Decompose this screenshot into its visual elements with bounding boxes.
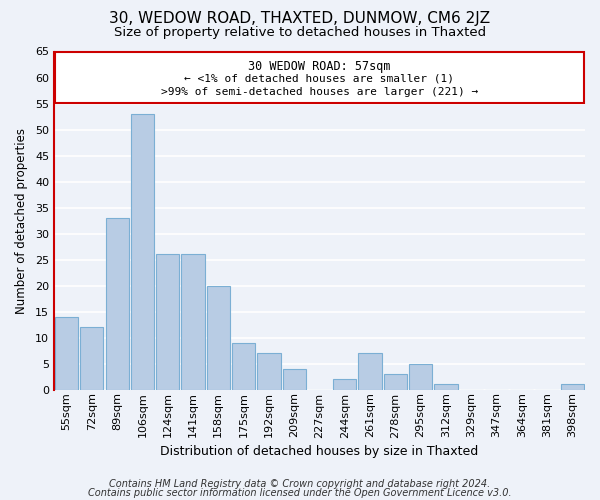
Bar <box>131 114 154 390</box>
Text: 30 WEDOW ROAD: 57sqm: 30 WEDOW ROAD: 57sqm <box>248 60 391 73</box>
Text: Contains public sector information licensed under the Open Government Licence v3: Contains public sector information licen… <box>88 488 512 498</box>
Bar <box>333 379 356 390</box>
Bar <box>257 353 281 390</box>
Text: Contains HM Land Registry data © Crown copyright and database right 2024.: Contains HM Land Registry data © Crown c… <box>109 479 491 489</box>
Text: >99% of semi-detached houses are larger (221) →: >99% of semi-detached houses are larger … <box>161 87 478 97</box>
Bar <box>80 327 103 390</box>
Bar <box>206 286 230 390</box>
Bar <box>232 343 255 390</box>
Text: ← <1% of detached houses are smaller (1): ← <1% of detached houses are smaller (1) <box>184 74 454 84</box>
Bar <box>156 254 179 390</box>
Text: 30, WEDOW ROAD, THAXTED, DUNMOW, CM6 2JZ: 30, WEDOW ROAD, THAXTED, DUNMOW, CM6 2JZ <box>109 11 491 26</box>
Bar <box>434 384 458 390</box>
Bar <box>106 218 129 390</box>
Bar <box>383 374 407 390</box>
Bar <box>55 52 584 103</box>
Bar <box>409 364 432 390</box>
Bar <box>181 254 205 390</box>
Bar <box>55 317 78 390</box>
Bar <box>561 384 584 390</box>
X-axis label: Distribution of detached houses by size in Thaxted: Distribution of detached houses by size … <box>160 444 479 458</box>
Y-axis label: Number of detached properties: Number of detached properties <box>15 128 28 314</box>
Bar <box>358 353 382 390</box>
Bar <box>283 369 306 390</box>
Text: Size of property relative to detached houses in Thaxted: Size of property relative to detached ho… <box>114 26 486 39</box>
